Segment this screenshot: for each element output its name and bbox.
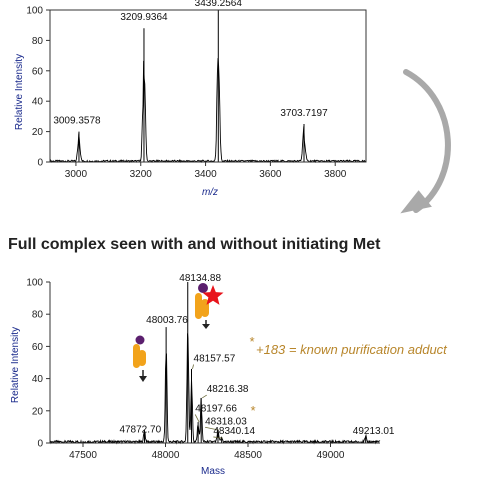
complex-subunit-icon (195, 283, 210, 329)
bottom-peak-label: 47872.70 (119, 424, 161, 435)
bottom-plot-axes (49, 282, 380, 444)
top-xtick-label: 3600 (259, 169, 282, 180)
headline: Full complex seen with and without initi… (8, 236, 381, 253)
top-ytick-label: 60 (32, 66, 44, 77)
bottom-ylabel: Relative Intensity (10, 327, 21, 403)
bottom-peak-label: 48197.66 (195, 403, 237, 414)
top-y-ticks: 0 20 40 60 80 100 (26, 6, 50, 169)
annotation-star: * (249, 334, 255, 349)
bottom-y-ticks: 0 20 40 60 80 100 (26, 278, 50, 450)
bottom-ytick-label: 60 (32, 342, 44, 353)
complex-subunit-icon (133, 335, 147, 382)
top-ytick-label: 100 (26, 6, 43, 17)
bottom-peak-label: 48318.03 (205, 416, 247, 427)
top-x-ticks: 3000 3200 3400 3600 3800 (65, 162, 347, 180)
bottom-leader-line (201, 394, 207, 399)
bottom-leader-line (194, 414, 200, 423)
top-plot-frame (49, 9, 367, 163)
bottom-xtick-label: 49000 (317, 450, 345, 461)
top-peak-label: 3209.9364 (120, 12, 168, 23)
bottom-xtick-label: 48500 (234, 450, 262, 461)
top-ytick-label: 40 (32, 97, 44, 108)
red-star-icon (202, 285, 224, 305)
bottom-leader-line (192, 364, 194, 370)
down-arrow-icon (202, 324, 210, 329)
bottom-ytick-label: 40 (32, 374, 44, 385)
down-arrow-icon (139, 376, 147, 382)
top-ylabel: Relative Intensity (14, 54, 25, 130)
bottom-ytick-label: 20 (32, 406, 44, 417)
bottom-peak-label: 48134.88 (179, 273, 221, 284)
top-peak-labels: 3009.3578 3209.9364 3439.2564 3703.7197 (53, 0, 328, 162)
top-ytick-label: 20 (32, 127, 44, 138)
top-peak-label: 3703.7197 (280, 108, 328, 119)
bottom-peak-label: 48003.76 (146, 315, 188, 326)
bottom-ytick-label: 100 (26, 278, 43, 289)
bottom-peak-label: 49213.01 (353, 426, 395, 437)
bottom-xtick-label: 47500 (69, 450, 97, 461)
curved-arrow-icon (400, 69, 451, 214)
bottom-leader-line (205, 426, 220, 431)
top-peak-label: 3439.2564 (195, 0, 243, 9)
bottom-ytick-label: 80 (32, 310, 44, 321)
top-xtick-label: 3000 (65, 169, 88, 180)
bottom-peak-label: 48216.38 (207, 384, 249, 395)
annotation-adduct-text: +183 = known purification adduct (256, 342, 448, 357)
bottom-xlabel: Mass (201, 466, 225, 477)
top-xtick-label: 3200 (130, 169, 153, 180)
bottom-peak-labels: 47872.70 48003.76 48134.88 48157.57 48197.66… (119, 273, 395, 443)
top-spectrum-trace (49, 58, 366, 164)
bottom-xtick-label: 48000 (152, 450, 180, 461)
top-xlabel: m/z (202, 187, 218, 198)
top-ytick-label: 80 (32, 36, 44, 47)
top-xtick-label: 3800 (324, 169, 347, 180)
bottom-peak-label: 48157.57 (194, 354, 236, 365)
bottom-spectrum-chart: Relative Intensity Mass 0 20 40 60 80 100 475… (10, 273, 395, 477)
bottom-x-ticks: 47500 48000 48500 49000 (69, 443, 345, 461)
bottom-peak-label: 48340.14 (213, 426, 255, 437)
adduct-peak-star: * (250, 403, 256, 418)
top-spectrum-chart: Relative Intensity m/z 0 20 40 60 80 100 3000… (14, 0, 367, 198)
top-peak-label: 3009.3578 (53, 116, 101, 127)
bottom-ytick-label: 0 (37, 439, 43, 450)
top-ytick-label: 0 (37, 158, 43, 169)
top-xtick-label: 3400 (194, 169, 217, 180)
